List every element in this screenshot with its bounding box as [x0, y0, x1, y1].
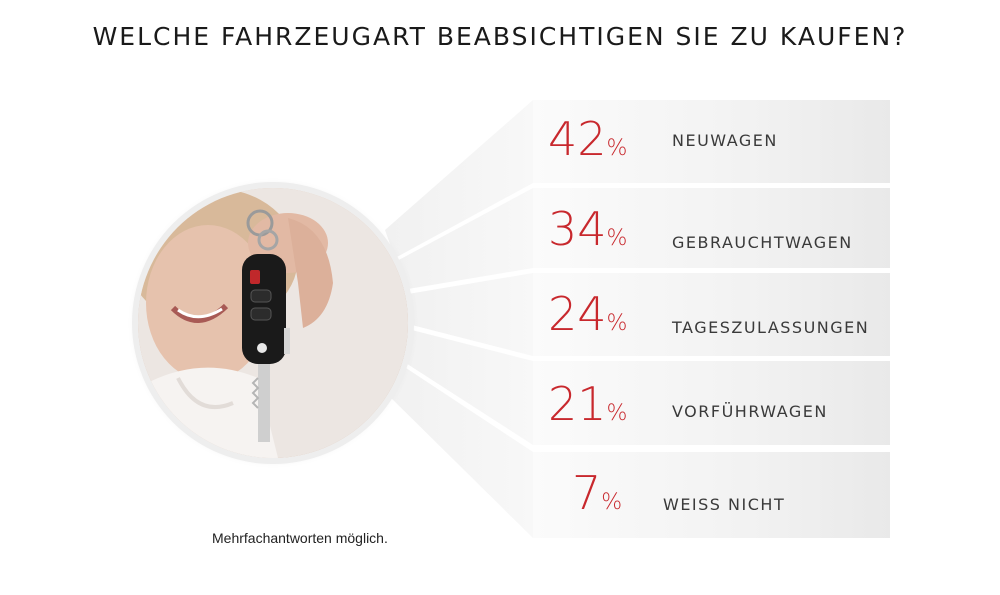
category-label: NEUWAGEN: [672, 131, 778, 150]
bar-row-5: [533, 452, 890, 538]
category-label: TAGESZULASSUNGEN: [672, 318, 870, 337]
footnote: Mehrfachantworten möglich.: [212, 530, 388, 546]
category-label: WEISS NICHT: [663, 495, 786, 514]
value-label: 24%: [548, 287, 628, 341]
value-label: 21%: [548, 377, 628, 431]
bar-row-2: [533, 188, 890, 268]
page-title: WELCHE FAHRZEUGART BEABSICHTIGEN SIE ZU …: [92, 22, 908, 51]
category-label: GEBRAUCHTWAGEN: [672, 233, 853, 252]
category-label: VORFÜHRWAGEN: [672, 402, 828, 421]
value-label: 34%: [548, 202, 628, 256]
key-photo: [138, 188, 408, 458]
bar-row-4: [533, 361, 890, 445]
value-label: 7%: [572, 466, 623, 520]
value-label: 42%: [548, 112, 628, 166]
bar-row-3: [533, 273, 890, 356]
bar-row-1: [533, 100, 890, 183]
